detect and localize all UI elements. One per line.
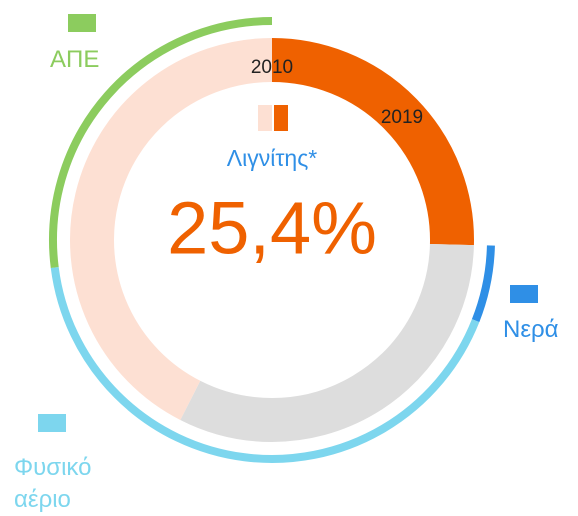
legend-swatch [274,105,288,131]
segment-label: 2019 [381,107,423,128]
outer-segment [50,266,480,463]
legend-label: Φυσικό αέριο [14,454,92,513]
legend-swatch [38,414,66,432]
inner-segment [271,38,474,246]
inner-segment [70,38,273,420]
segment-label: 2010 [251,57,293,78]
outer-segment [49,17,273,268]
center-value: 25,4% [167,187,377,270]
outer-segment [471,245,495,323]
inner-segment [180,243,474,442]
legend-swatch [258,105,272,131]
legend-swatch [510,285,538,303]
center-label: Λιγνίτης* [227,145,318,171]
legend-swatch [68,14,96,32]
legend-label: ΑΠΕ [50,46,100,73]
legend-label: Νερά [503,316,559,343]
